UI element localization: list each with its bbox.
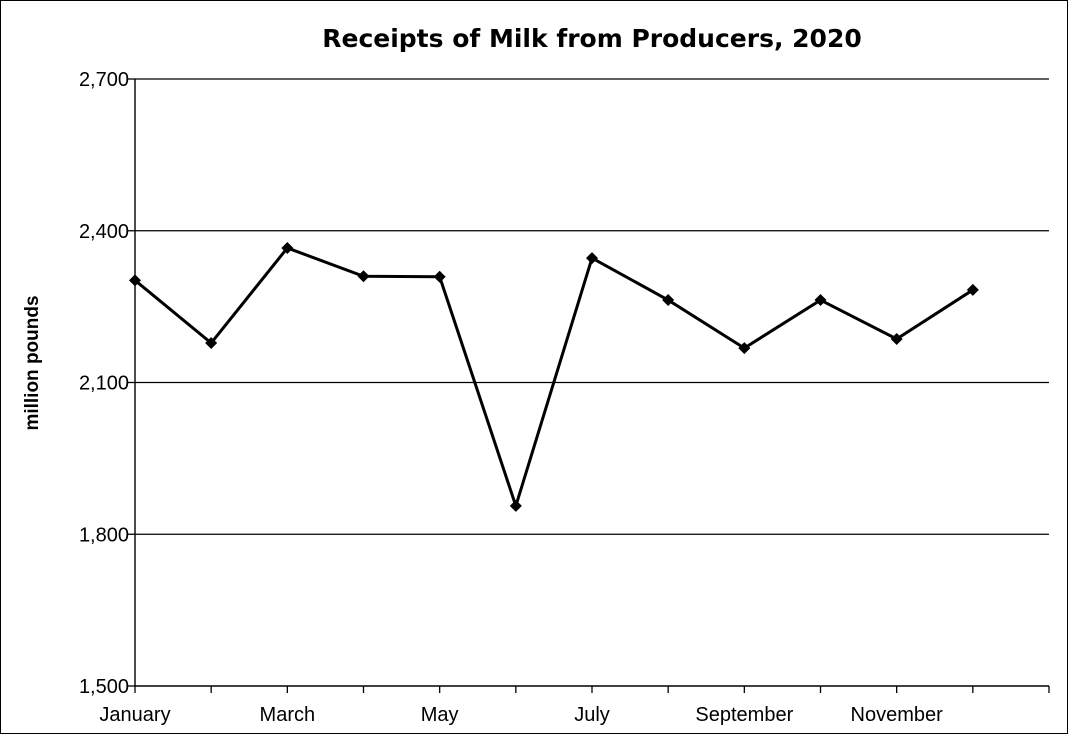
x-tick-label: May — [421, 704, 459, 726]
y-tick-label: 1,500 — [79, 676, 129, 698]
gridlines — [135, 78, 1049, 535]
x-tick-label: January — [99, 704, 170, 726]
x-tick-labels: January March May July September November — [99, 704, 943, 726]
data-point-marker — [890, 332, 903, 345]
y-tick-label: 2,100 — [79, 373, 129, 395]
data-point-marker — [586, 252, 598, 265]
series-group — [129, 241, 979, 512]
data-point-marker — [662, 294, 675, 307]
data-point-marker — [205, 337, 218, 350]
data-point-marker — [129, 274, 141, 287]
data-point-marker — [433, 270, 446, 283]
y-tick-label: 2,700 — [79, 69, 129, 91]
x-tick-label: July — [574, 704, 610, 726]
x-tick-label: September — [695, 704, 793, 726]
data-point-marker — [281, 241, 294, 254]
data-point-marker — [509, 499, 522, 512]
y-tick-labels: 1,500 1,800 2,100 2,400 2,700 — [79, 69, 129, 698]
y-tick-label: 1,800 — [79, 524, 129, 546]
data-point-marker — [966, 283, 979, 296]
data-point-marker — [814, 294, 827, 307]
axes — [128, 78, 1050, 693]
data-point-marker — [738, 342, 751, 355]
x-tick-label: March — [260, 704, 316, 726]
chart-title: Receipts of Milk from Producers, 2020 — [322, 24, 862, 53]
data-point-marker — [357, 270, 370, 283]
x-tick-label: November — [851, 704, 944, 726]
series-line — [134, 246, 974, 511]
y-tick-label: 2,400 — [79, 221, 129, 243]
